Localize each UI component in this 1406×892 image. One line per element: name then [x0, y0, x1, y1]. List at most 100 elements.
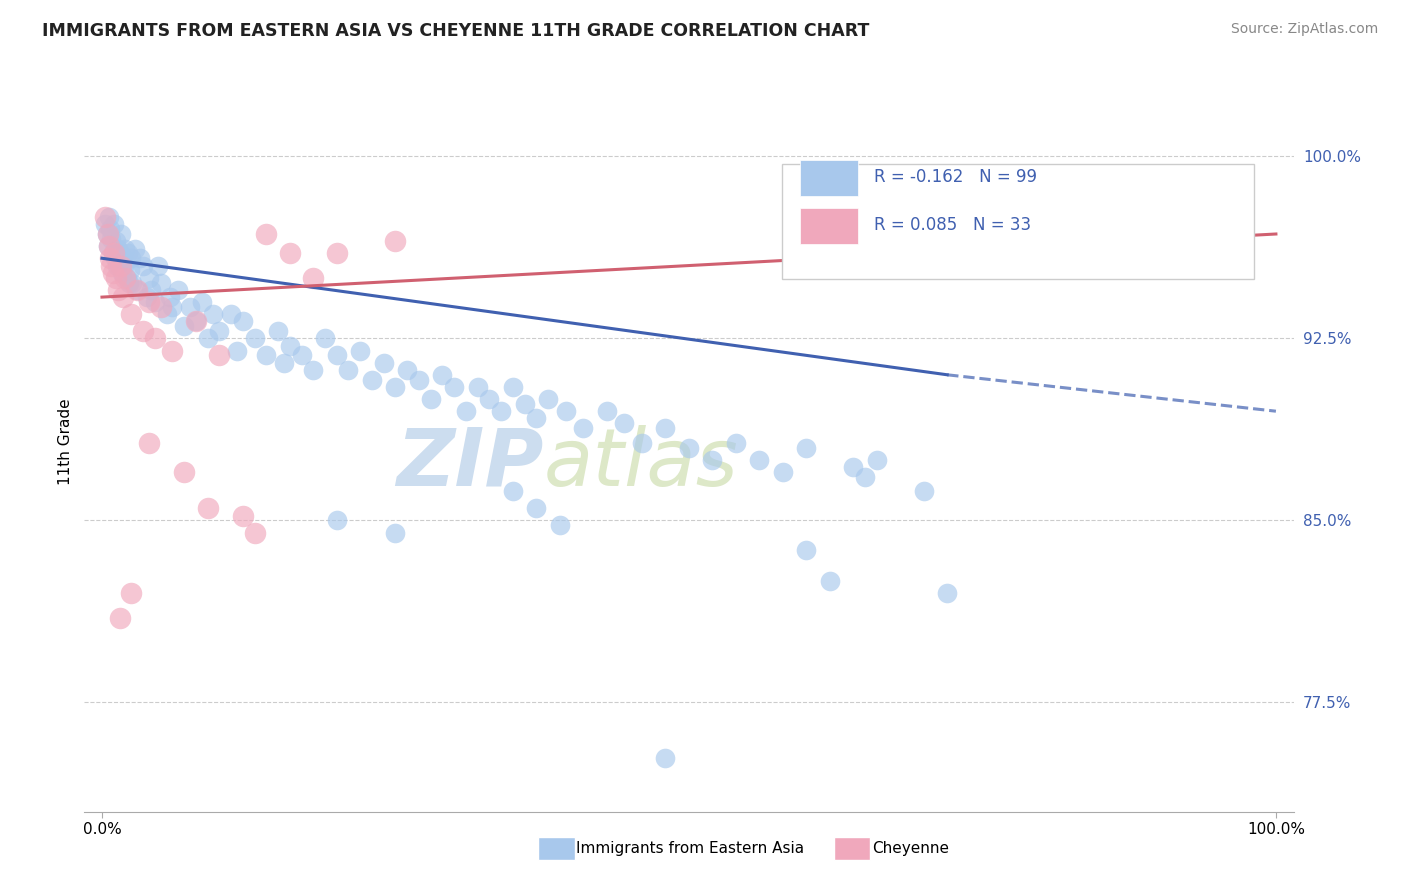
Text: R = -0.162   N = 99: R = -0.162 N = 99 [875, 169, 1038, 186]
Point [478, 392, 501, 406]
Point [120, 307, 142, 321]
Point [179, 300, 201, 314]
Point [114, 242, 136, 256]
Point [162, 300, 184, 314]
Point [107, 242, 129, 256]
Point [105, 270, 128, 285]
Point [107, 283, 129, 297]
Point [135, 290, 157, 304]
Text: Cheyenne: Cheyenne [872, 841, 949, 855]
Point [117, 246, 139, 260]
Point [118, 276, 141, 290]
Text: ZIP: ZIP [396, 425, 544, 503]
Point [149, 300, 172, 314]
Point [97, 239, 120, 253]
Point [108, 246, 131, 260]
Point [112, 252, 135, 266]
Point [159, 290, 181, 304]
Point [94, 217, 117, 231]
Point [120, 586, 142, 600]
Point [278, 339, 301, 353]
Point [112, 259, 135, 273]
Point [702, 452, 724, 467]
Point [132, 259, 155, 273]
Point [912, 484, 935, 499]
Point [443, 380, 465, 394]
Point [128, 252, 150, 266]
Point [302, 363, 325, 377]
Point [243, 525, 266, 540]
Point [302, 270, 325, 285]
Point [219, 307, 242, 321]
Point [143, 295, 166, 310]
Point [772, 465, 794, 479]
Point [108, 610, 131, 624]
Point [548, 518, 571, 533]
Point [384, 525, 406, 540]
Point [537, 392, 560, 406]
Point [337, 363, 360, 377]
Point [138, 295, 160, 310]
Point [361, 373, 384, 387]
Point [454, 404, 477, 418]
Point [115, 270, 138, 285]
Point [167, 283, 190, 297]
FancyBboxPatch shape [782, 164, 1254, 278]
Point [120, 252, 142, 266]
Point [853, 469, 876, 483]
Point [94, 210, 117, 224]
Point [121, 276, 143, 290]
Point [513, 397, 536, 411]
Point [138, 270, 160, 285]
Point [467, 380, 489, 394]
Point [384, 380, 406, 394]
Point [290, 348, 312, 362]
Point [202, 307, 225, 321]
Point [326, 246, 349, 260]
Point [143, 331, 166, 345]
Point [101, 266, 124, 280]
Point [105, 234, 128, 248]
Point [101, 246, 124, 260]
Point [631, 435, 654, 450]
Point [349, 343, 371, 358]
Point [232, 508, 254, 523]
Point [98, 239, 121, 253]
Point [794, 441, 817, 455]
Point [243, 331, 266, 345]
Point [326, 348, 349, 362]
Point [326, 513, 349, 527]
Point [818, 574, 841, 588]
Point [232, 314, 254, 328]
Point [149, 276, 172, 290]
Point [100, 232, 122, 246]
Text: Immigrants from Eastern Asia: Immigrants from Eastern Asia [576, 841, 804, 855]
Point [197, 331, 219, 345]
Point [278, 246, 301, 260]
Point [314, 331, 336, 345]
Point [148, 259, 170, 273]
Point [96, 227, 118, 241]
Point [524, 411, 547, 425]
Text: R = 0.085   N = 33: R = 0.085 N = 33 [875, 217, 1031, 235]
Point [654, 751, 676, 765]
Point [254, 348, 277, 362]
Point [103, 217, 125, 231]
Point [524, 501, 547, 516]
Point [396, 363, 419, 377]
Point [502, 484, 524, 499]
FancyBboxPatch shape [800, 209, 858, 244]
Point [105, 259, 128, 273]
Point [184, 314, 207, 328]
Point [273, 356, 295, 370]
Point [678, 441, 700, 455]
Point [936, 586, 959, 600]
Point [654, 421, 676, 435]
Point [127, 283, 149, 297]
Point [197, 501, 219, 516]
Point [155, 307, 177, 321]
Point [254, 227, 277, 241]
Point [127, 283, 149, 297]
Point [138, 435, 160, 450]
Point [384, 234, 406, 248]
